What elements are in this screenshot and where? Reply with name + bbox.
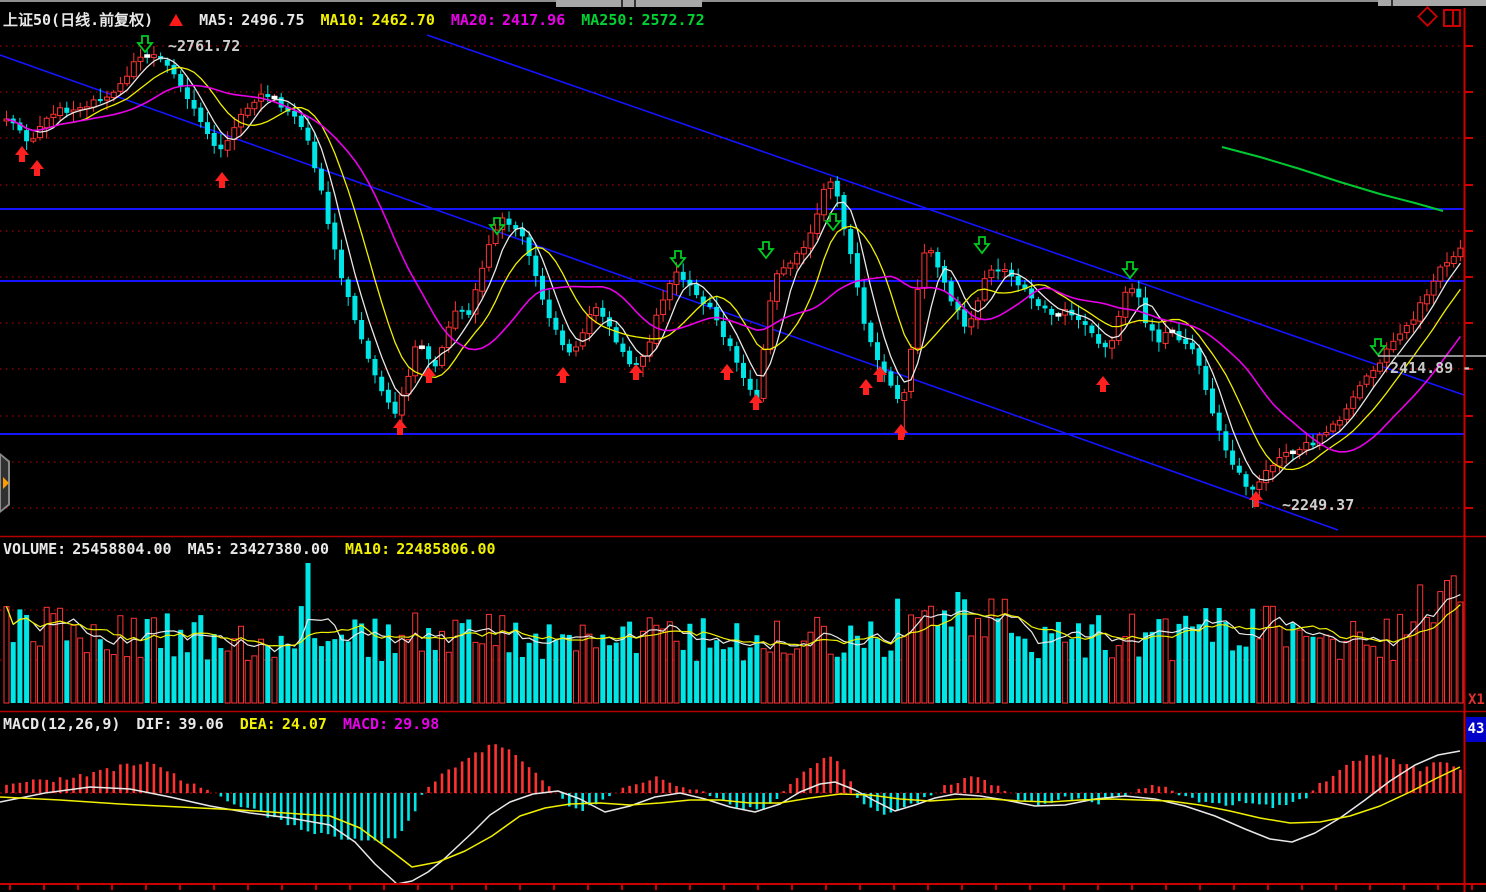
value-badge: 43 [1466, 717, 1486, 742]
top-window-strip [0, 0, 1486, 7]
expand-arrow-icon [3, 477, 9, 489]
dif-reading: DIF: 39.06 [136, 715, 224, 733]
ma10-reading: MA10: 2462.70 [320, 10, 435, 29]
symbol-title: 上证50(日线.前复权) [3, 11, 154, 29]
left-expand-tab[interactable] [0, 453, 10, 513]
ma20-reading: MA20: 2417.96 [450, 10, 566, 29]
sell-signal-arrows [136, 35, 1387, 357]
level-price-label: 2414.89 - [1390, 359, 1472, 377]
ma5-reading: MA5: 2496.75 [199, 10, 305, 29]
diamond-icon[interactable] [1417, 6, 1438, 27]
macd-params-title: MACD(12,26,9) [3, 715, 121, 733]
up-arrow-icon [169, 13, 184, 26]
restore-window-icon[interactable] [1443, 9, 1461, 27]
ma250-reading: MA250: 2572.72 [581, 10, 705, 29]
dea-reading: DEA: 24.07 [239, 715, 327, 733]
buy-signal-arrows [15, 146, 1263, 507]
high-price-label: ~2761.72 [168, 37, 241, 55]
volume-header: VOLUME: 25458804.00 MA5: 23427380.00 MA10:… [3, 540, 496, 558]
volume-ma10-reading: MA10: 22485806.00 [345, 540, 496, 558]
low-price-label: ~2249.37 [1282, 496, 1355, 514]
trend-lines [0, 34, 1465, 531]
macd-panel-graphics [0, 744, 1462, 885]
x1-label: X1 [1468, 692, 1485, 708]
volume-reading: VOLUME: 25458804.00 [3, 540, 172, 558]
macd-header: MACD(12,26,9) DIF: 39.06 DEA: 24.07 MACD: 2… [3, 715, 439, 733]
axes-and-separators [0, 8, 1486, 892]
volume-ma5-reading: MA5: 23427380.00 [187, 540, 330, 558]
moving-average-lines [6, 57, 1462, 481]
level-lines [0, 208, 1464, 435]
macd-reading: MACD: 29.98 [342, 715, 440, 733]
candlesticks [3, 46, 1464, 508]
volume-bars [3, 563, 1464, 704]
main-chart-header: 上证50(日线.前复权) MA5: 2496.75 MA10: 2462.70 MA… [3, 9, 705, 30]
